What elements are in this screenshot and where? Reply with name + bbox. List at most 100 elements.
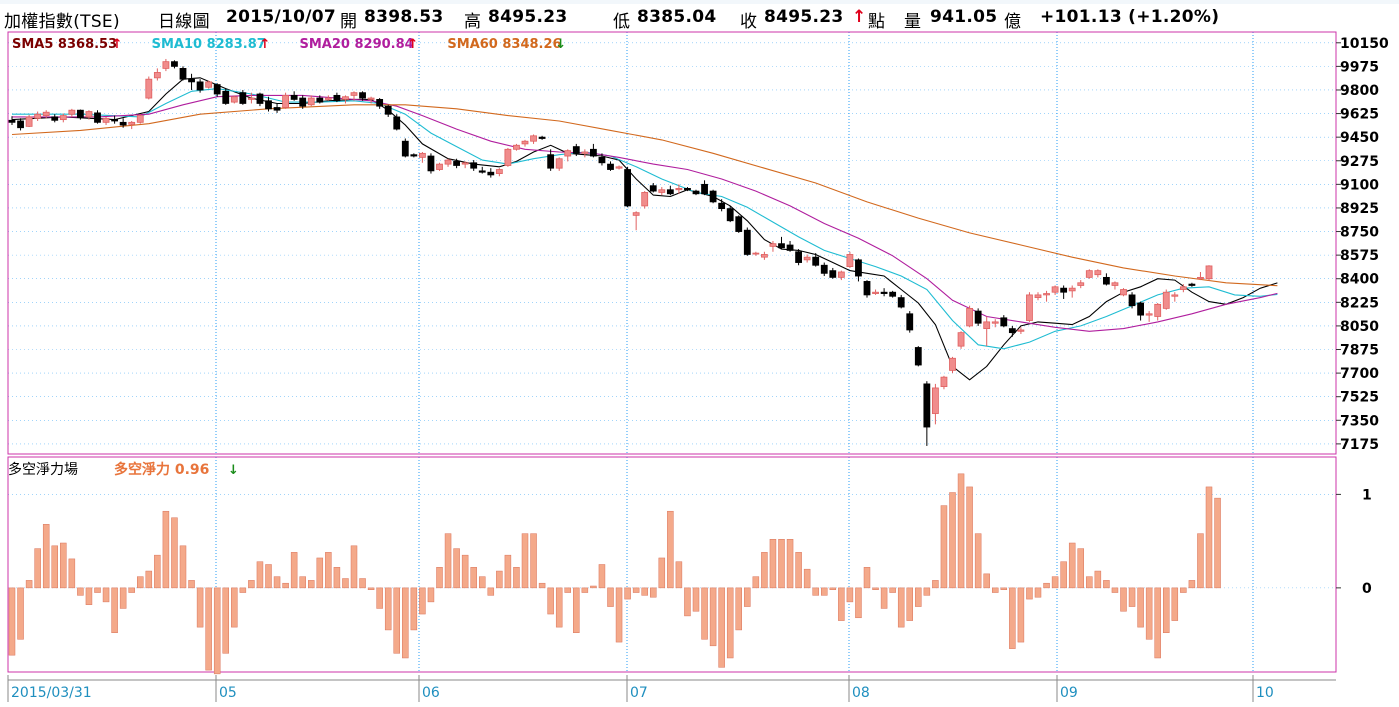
candle-body — [1103, 276, 1110, 285]
price-change: +101.13 (+1.20%) — [1040, 7, 1220, 27]
candle-body — [581, 151, 589, 154]
oscillator-bar — [290, 552, 298, 589]
oscillator-bar — [68, 558, 76, 589]
oscillator-bar — [444, 533, 452, 589]
candle-body — [991, 321, 999, 324]
candle-body — [427, 155, 435, 172]
oscillator-bar — [419, 587, 426, 615]
candle-body — [1000, 317, 1008, 327]
oscillator-bar — [932, 580, 939, 589]
candle-body — [196, 81, 204, 91]
oscillator-bar — [1120, 587, 1127, 612]
oscillator-bar — [1171, 587, 1179, 621]
candle-body — [8, 119, 16, 123]
low-label: 低 — [613, 12, 631, 32]
chart-area[interactable]: 10150 9975 9800 9625 9450 9275 9100 8925… — [0, 30, 1399, 707]
candle-body — [632, 212, 640, 216]
quote-date: 2015/10/07 — [226, 7, 337, 27]
price-tick-label: 9275 — [1340, 154, 1379, 170]
open-label: 開 — [340, 12, 358, 32]
oscillator-bar — [573, 587, 580, 633]
candle-body — [1068, 287, 1076, 292]
sma-line-sma20 — [12, 94, 1278, 332]
oscillator-bar — [196, 587, 204, 628]
oscillator-bar — [162, 510, 170, 589]
sma-line-sma10 — [12, 88, 1278, 350]
price-tick-label: 8050 — [1340, 319, 1379, 335]
oscillator-bar — [256, 561, 264, 589]
candle-body — [119, 121, 127, 126]
oscillator-bar — [735, 587, 742, 631]
date-tick-label: 05 — [219, 685, 237, 701]
date-tick-label: 07 — [630, 685, 648, 701]
candle-body — [538, 136, 546, 139]
oscillator-bar — [119, 587, 127, 609]
oscillator-bar — [171, 517, 178, 589]
candle-body — [102, 117, 110, 123]
index-name: 加權指數(TSE) — [4, 12, 120, 32]
oscillator-bar — [658, 557, 666, 589]
price-tick-label: 9625 — [1340, 107, 1379, 123]
oscillator-bar — [992, 587, 999, 593]
candle-body — [444, 159, 452, 165]
oscillator-bar — [1103, 580, 1110, 589]
oscillator-bar — [581, 587, 589, 593]
candle-body — [205, 81, 213, 88]
candle-body — [487, 171, 495, 176]
candle-body — [59, 115, 67, 121]
oscillator-bar — [376, 587, 383, 609]
oscillator-bar — [795, 552, 802, 589]
oscillator-bar — [350, 545, 358, 589]
oscillator-bar — [615, 587, 623, 643]
oscillator-bar — [667, 510, 674, 589]
candle-body — [342, 96, 349, 100]
price-axis: 10150 9975 9800 9625 9450 9275 9100 8925… — [1336, 36, 1389, 453]
legend-sma20: SMA20 8290.84 — [300, 37, 414, 52]
open-value: 8398.53 — [364, 7, 444, 27]
oscillator-bar — [1188, 580, 1196, 589]
oscillator-bar — [1000, 587, 1008, 590]
oscillator-bar — [872, 587, 879, 590]
oscillator-bar — [42, 524, 50, 589]
top-toolbar-strip[interactable] — [0, 0, 1399, 4]
oscillator-bar — [949, 492, 956, 589]
legend-sma60: SMA60 8348.26 — [447, 37, 561, 52]
oscillator-bar — [282, 582, 289, 589]
oscillator-bar — [17, 587, 24, 640]
oscillator-bar — [957, 473, 965, 589]
candle-body — [658, 189, 666, 193]
close-up-arrow-icon: ↑ — [852, 7, 867, 27]
candle-body — [85, 111, 93, 118]
oscillator-bar — [1043, 582, 1050, 589]
oscillator-bar — [213, 587, 221, 675]
oscillator-bar — [222, 587, 229, 654]
candle-body — [598, 156, 606, 164]
oscillator-bar — [453, 548, 460, 589]
oscillator-bar — [60, 542, 67, 589]
candle-body — [247, 97, 255, 100]
candle-body — [478, 170, 486, 173]
oscillator-bar — [316, 557, 324, 589]
oscillator-bar — [470, 567, 477, 589]
candle-body — [889, 291, 897, 297]
oscillator-title: 多空淨力場 — [8, 461, 78, 478]
oscillator-tick-label: 0 — [1362, 581, 1372, 597]
oscillator-bar — [34, 548, 41, 589]
oscillator-bar — [436, 567, 443, 589]
volume-label: 量 — [904, 12, 922, 32]
oscillator-bar — [342, 578, 349, 589]
candle-body — [77, 109, 84, 119]
candle-body — [684, 187, 691, 191]
date-tick-label: 06 — [422, 685, 440, 701]
oscillator-bar — [1145, 587, 1153, 640]
oscillator-bar — [769, 539, 777, 589]
oscillator-bar — [359, 578, 366, 589]
candle-body — [837, 271, 845, 278]
oscillator-bar — [1094, 570, 1102, 589]
oscillator-bar — [145, 570, 153, 589]
oscillator-bar — [778, 539, 785, 589]
oscillator-bar — [410, 587, 418, 631]
candlesticks[interactable] — [8, 58, 1213, 446]
oscillator-bars[interactable] — [8, 473, 1221, 675]
oscillator-bar — [632, 587, 640, 593]
